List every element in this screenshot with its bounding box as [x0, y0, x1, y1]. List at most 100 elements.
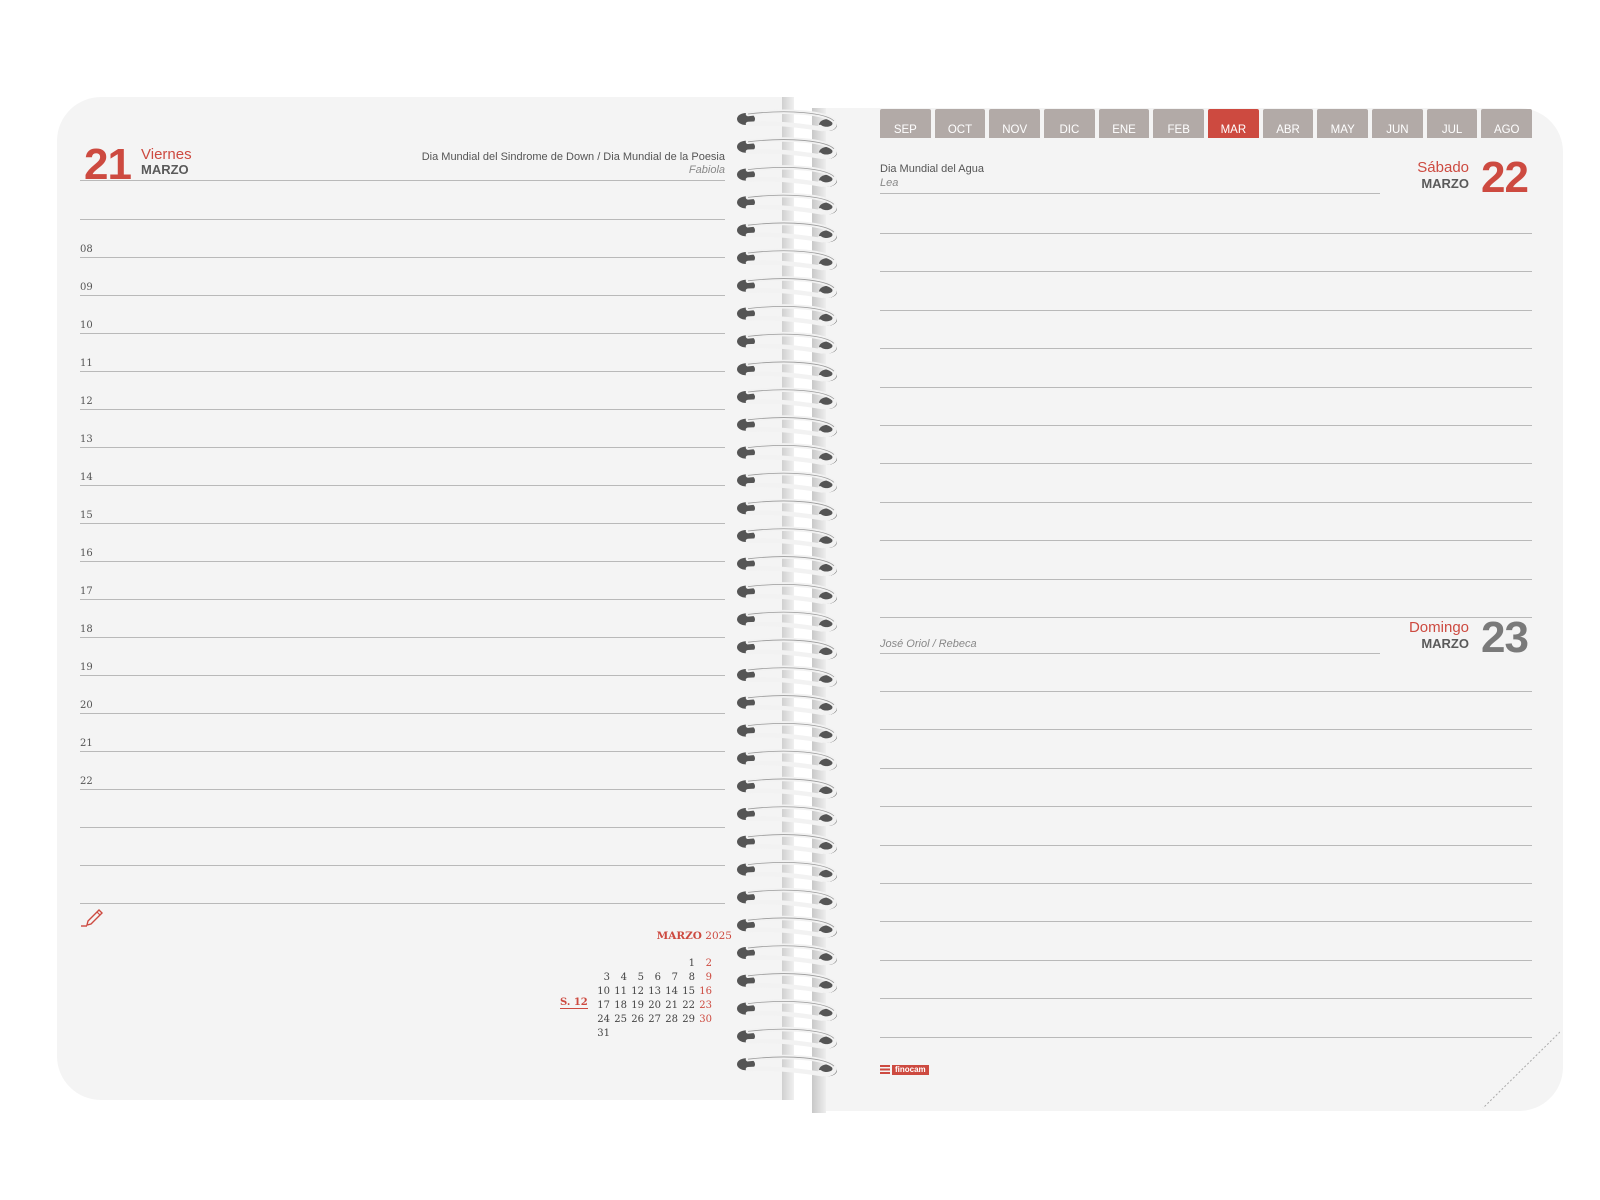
- spiral-coil: [745, 776, 837, 799]
- spiral-coil-edge: [747, 834, 835, 845]
- mini-calendar-day: 27: [648, 1014, 661, 1025]
- spiral-coil: [745, 109, 837, 132]
- right-line: [880, 387, 1532, 388]
- mini-calendar-day: 8: [688, 972, 695, 983]
- right-line: [880, 729, 1532, 730]
- brand-name: finocam: [892, 1064, 929, 1075]
- hour-label: 20: [80, 700, 93, 711]
- hour-label: 15: [80, 510, 93, 521]
- left-line: [80, 219, 725, 220]
- left-day-number: 21: [84, 140, 132, 189]
- hour-label: 12: [80, 396, 93, 407]
- spiral-coil: [745, 192, 837, 215]
- spiral-coil-edge: [747, 861, 835, 872]
- week-number-label: S. 12: [560, 997, 588, 1009]
- mini-calendar-year: 2025: [705, 930, 732, 942]
- pencil-icon: [81, 909, 103, 927]
- left-line: [80, 447, 725, 448]
- tab-may[interactable]: MAY: [1317, 109, 1369, 138]
- left-line: [80, 295, 725, 296]
- tab-sep[interactable]: SEP: [880, 109, 931, 138]
- spiral-coil: [745, 804, 837, 827]
- right-page: [826, 108, 1563, 1111]
- left-line: [80, 257, 725, 258]
- tab-jul[interactable]: JUL: [1426, 109, 1478, 138]
- left-line: [80, 409, 725, 410]
- spiral-coil-edge: [747, 917, 835, 928]
- left-page: [57, 97, 787, 1100]
- spiral-coil-edge: [747, 889, 835, 900]
- spiral-coil-edge: [747, 973, 835, 984]
- month-tabs: SEP OCT NOV DIC ENE FEB MAR ABR MAY JUN JUL AGO: [880, 109, 1533, 138]
- hour-label: 08: [80, 244, 93, 255]
- left-line: [80, 561, 725, 562]
- mini-calendar-day: 26: [631, 1014, 644, 1025]
- mini-calendar-day: 18: [614, 1000, 627, 1011]
- right-bottom-header-line: [880, 653, 1380, 654]
- left-month: MARZO: [141, 162, 189, 177]
- spiral-coil-edge: [747, 417, 835, 428]
- mini-calendar-day: 14: [665, 986, 678, 997]
- mini-calendar-week: 10 11 12 13 14 15 16: [560, 986, 732, 1000]
- spiral-coil-edge: [747, 278, 835, 289]
- right-line: [880, 806, 1532, 807]
- mini-calendar-day: 9: [705, 972, 712, 983]
- spiral-coil-edge: [747, 361, 835, 372]
- spiral-coil: [745, 1026, 837, 1049]
- spiral-coil-edge: [747, 1028, 835, 1039]
- left-line: [80, 789, 725, 790]
- hour-label: 21: [80, 738, 93, 749]
- tab-ene[interactable]: ENE: [1098, 109, 1150, 138]
- spiral-coil: [745, 999, 837, 1021]
- spiral-coil: [745, 165, 837, 187]
- tab-dic[interactable]: DIC: [1044, 109, 1095, 138]
- right-top-header-line: [880, 193, 1380, 194]
- mini-calendar-day: 24: [597, 1014, 610, 1025]
- left-line: [80, 637, 725, 638]
- spiral-coil: [745, 415, 837, 438]
- left-header-line: [80, 180, 725, 181]
- mini-calendar-day: 22: [682, 1000, 695, 1011]
- spiral-coil-edge: [747, 778, 835, 789]
- hour-label: 19: [80, 662, 93, 673]
- mini-calendar-day: 4: [620, 972, 627, 983]
- right-line: [880, 768, 1532, 769]
- tab-oct[interactable]: OCT: [934, 109, 986, 138]
- right-line: [880, 310, 1532, 311]
- spiral-coil: [745, 470, 837, 493]
- spiral-coil-edge: [747, 583, 835, 594]
- right-line: [880, 1037, 1532, 1038]
- mini-calendar-title: MARZO 2025: [657, 930, 732, 942]
- spiral-coil-edge: [747, 556, 835, 567]
- tab-feb[interactable]: FEB: [1153, 109, 1205, 138]
- mini-calendar-day: 15: [682, 986, 695, 997]
- left-weekday: Viernes: [141, 146, 192, 163]
- left-line: [80, 865, 725, 866]
- left-line: [80, 599, 725, 600]
- mini-calendar-day: 2: [705, 958, 712, 969]
- hour-label: 22: [80, 776, 93, 787]
- spiral-coil: [745, 276, 837, 299]
- tab-jun[interactable]: JUN: [1372, 109, 1423, 138]
- spiral-coil: [745, 860, 837, 882]
- right-top-saint: Lea: [880, 177, 899, 189]
- left-line: [80, 675, 725, 676]
- right-line: [880, 540, 1532, 541]
- spiral-coil-edge: [747, 500, 835, 511]
- tab-abr[interactable]: ABR: [1262, 109, 1314, 138]
- left-line: [80, 523, 725, 524]
- tab-mar[interactable]: MAR: [1208, 109, 1259, 138]
- spiral-coil: [745, 721, 837, 743]
- right-top-event: Dia Mundial del Agua: [880, 163, 984, 175]
- tab-ago[interactable]: AGO: [1481, 109, 1533, 138]
- tab-nov[interactable]: NOV: [989, 109, 1041, 138]
- brand-bars-icon: [880, 1065, 890, 1074]
- spiral-coil: [745, 971, 837, 994]
- hour-label: 16: [80, 548, 93, 559]
- mini-calendar-day: 25: [614, 1014, 627, 1025]
- spiral-coil-edge: [747, 1000, 835, 1011]
- hour-label: 13: [80, 434, 93, 445]
- right-bottom-day-number: 23: [1481, 613, 1529, 662]
- mini-calendar-day: 13: [648, 986, 661, 997]
